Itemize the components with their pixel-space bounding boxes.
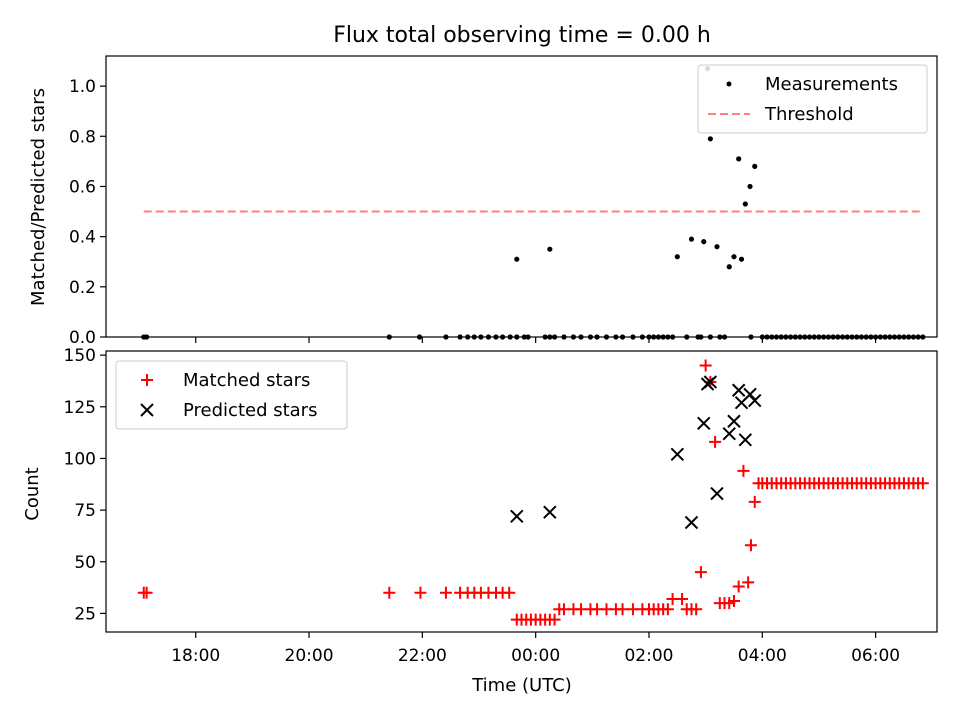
measurement-point [742,201,748,207]
top-legend: Measurements Threshold [697,64,928,134]
measurement-point [738,256,745,262]
matched-star-point [548,613,561,626]
bottom-axes-frame [105,350,938,633]
measurement-point [674,254,680,260]
predicted-star-point [738,433,753,447]
legend-threshold-label: Threshold [764,104,854,125]
bottom-legend: Matched stars Predicted stars [115,360,348,430]
legend-matched-label: Matched stars [183,370,310,391]
legend-measurements-label: Measurements [765,74,898,95]
bottom-y-axis-label: Count [22,467,43,520]
predicted-star-point [684,515,699,530]
top-y-tick-label: 0.4 [69,228,96,248]
bottom-y-tick-label: 75 [74,501,96,521]
top-y-ticks: 0.0 0.2 0.4 0.6 0.8 1.0 [69,77,106,348]
matched-star-point [616,603,629,616]
measurement-point [514,256,520,262]
legend-predicted-marker [140,403,154,417]
top-x-ticks [195,337,877,343]
bottom-y-tick-label: 50 [74,553,96,573]
bottom-y-ticks: 25 50 75 100 125 150 [64,346,106,624]
bottom-x-tick-label: 06:00 [851,646,900,666]
bottom-y-tick-label: 100 [64,449,96,469]
matched-star-point [690,603,703,616]
matched-star-point [732,580,745,593]
predicted-star-point [670,447,685,462]
legend-matched-marker [141,374,153,386]
predicted-star-point [722,426,736,441]
predicted-star-point [510,509,524,524]
matched-star-point [383,586,396,599]
predicted-star-point [743,387,757,402]
top-panel: Flux total observing time = 0.00 h 0.00.… [28,23,938,348]
matched-star-point [748,495,761,508]
matched-star-point [709,435,722,448]
measurement-point [736,156,742,162]
matched-star-point [439,586,452,599]
bottom-x-tick-label: 22:00 [398,646,447,666]
matched-star-point [727,595,740,608]
top-y-tick-label: 1.0 [69,77,96,97]
predicted-star-point [710,486,724,501]
bottom-y-tick-label: 25 [74,604,96,624]
top-y-tick-label: 0.8 [69,127,96,147]
bottom-x-ticks: 18:00 20:00 22:00 00:00 02:00 04:00 06:00 [171,632,900,666]
bottom-x-tick-label: 00:00 [511,646,560,666]
matched-star-point [699,359,712,372]
legend-predicted-label: Predicted stars [183,400,317,421]
matched-star-point [414,586,427,599]
measurement-point [731,254,737,260]
measurement-point [701,239,707,245]
chart-title: Flux total observing time = 0.00 h [333,23,711,48]
measurement-point [688,236,695,242]
measurement-point [714,244,720,250]
bottom-x-tick-label: 18:00 [171,646,220,666]
top-y-tick-label: 0.0 [69,328,96,348]
bottom-legend-box [115,360,348,430]
matched-star-point [916,477,929,490]
predicted-star-point [697,416,711,431]
matched-star-point [742,576,755,589]
matched-star-point [694,566,707,579]
top-y-tick-label: 0.6 [69,177,96,197]
predicted-star-point [731,383,746,397]
bottom-x-tick-label: 04:00 [738,646,787,666]
measurement-point [726,264,732,270]
bottom-panel: 25 50 75 100 125 150 18:00 20:00 22:00 00:00 02:0… [22,346,938,696]
measurement-point [707,136,713,142]
legend-measurements-marker [726,81,732,87]
top-y-axis-label: Matched/Predicted stars [28,88,49,306]
predicted-star-point [543,505,557,519]
predicted-star-point [748,393,762,408]
matched-star-point [661,603,674,616]
matched-star-point [676,592,689,605]
matched-star-point [744,539,757,552]
bottom-plot-area [137,359,929,626]
x-axis-label: Time (UTC) [471,675,572,696]
matched-star-point [737,464,750,477]
top-y-tick-label: 0.2 [69,278,96,298]
matched-star-point [503,586,516,599]
bottom-x-tick-label: 02:00 [624,646,673,666]
measurement-point [752,163,758,169]
predicted-star-point [727,414,741,428]
bottom-y-tick-label: 125 [64,398,96,418]
top-legend-box [697,64,928,134]
top-axes-frame [105,55,938,338]
bottom-y-tick-label: 150 [64,346,96,366]
bottom-x-tick-label: 20:00 [285,646,334,666]
measurement-point [547,246,553,252]
predicted-star-point [703,375,718,389]
measurement-point [747,183,753,190]
matched-star-point [140,586,153,599]
